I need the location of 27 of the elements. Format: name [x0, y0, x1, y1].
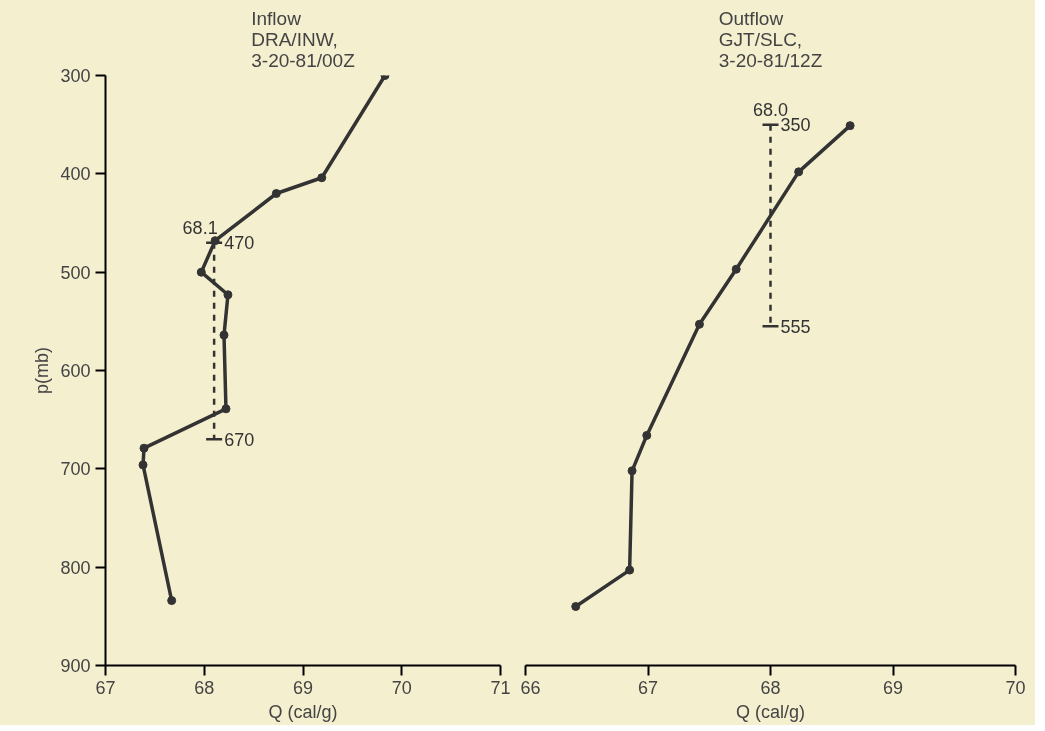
x-axis-title: Q (cal/g) [268, 701, 338, 722]
annotation: 350 [780, 115, 811, 136]
y-tick-label: 800 [60, 557, 91, 578]
annotation: 68.1 [182, 217, 218, 238]
x-tick-label: 71 [490, 677, 511, 698]
x-tick-label: 69 [292, 677, 314, 698]
chart-title: Inflow DRA/INW, 3-20-81/00Z [251, 7, 356, 71]
y-axis-title: p(mb) [32, 346, 53, 394]
y-tick-label: 900 [60, 656, 91, 676]
annotation: 555 [780, 316, 811, 337]
x-tick-label: 70 [1005, 677, 1026, 698]
x-tick-label: 70 [391, 677, 412, 698]
x-tick-label: 67 [95, 677, 116, 698]
y-tick-label: 300 [60, 66, 91, 86]
y-tick-label: 700 [60, 459, 91, 480]
x-tick-label: 66 [520, 677, 541, 698]
x-axis-title: Q (cal/g) [735, 701, 806, 722]
annotation: 670 [224, 429, 255, 450]
y-tick-label: 600 [60, 361, 91, 381]
y-tick-label: 500 [60, 262, 91, 283]
x-tick-label: 68 [760, 677, 781, 698]
x-tick-label: 69 [882, 677, 904, 698]
x-tick-label: 67 [637, 677, 659, 698]
y-tick-label: 400 [60, 164, 91, 185]
chart-title: Outflow GJT/SLC, 3-20-81/12Z [718, 7, 823, 71]
x-tick-label: 68 [194, 677, 215, 698]
annotation: 470 [224, 233, 255, 254]
